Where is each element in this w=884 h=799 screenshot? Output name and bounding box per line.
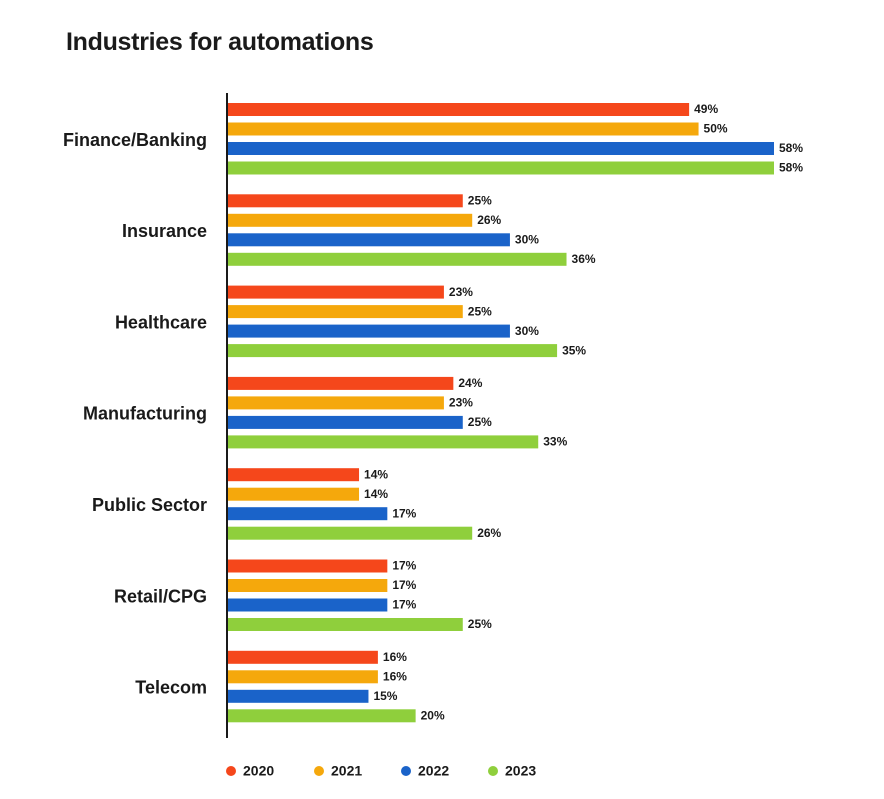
data-label: 25% — [468, 415, 492, 429]
data-label: 26% — [477, 213, 501, 227]
data-label: 17% — [392, 506, 416, 520]
legend-label: 2022 — [418, 763, 449, 779]
category-label: Healthcare — [115, 312, 207, 332]
data-label: 49% — [694, 102, 718, 116]
bar-2020 — [227, 285, 444, 299]
data-label: 17% — [392, 578, 416, 592]
data-label: 25% — [468, 193, 492, 207]
bar-2020 — [227, 468, 360, 482]
bar-2020 — [227, 559, 388, 573]
bar-2022 — [227, 233, 510, 247]
bars-group: 49% 50% 58% 58% 25% 26% 30% 36% 23% 25% 30% 35% 24% 2… — [227, 102, 803, 722]
bar-2023 — [227, 618, 463, 631]
data-label: 23% — [449, 396, 473, 410]
data-label: 17% — [392, 598, 416, 612]
bar-2023 — [227, 252, 567, 266]
data-label: 50% — [704, 122, 728, 136]
bar-2020 — [227, 650, 378, 664]
bar-2021 — [227, 579, 388, 592]
data-label: 25% — [468, 617, 492, 631]
bar-2021 — [227, 670, 378, 684]
legend-marker-2022 — [401, 766, 411, 776]
legend-label: 2020 — [243, 763, 274, 779]
data-label: 20% — [421, 708, 445, 722]
data-label: 25% — [468, 304, 492, 318]
category-labels: Finance/Banking Insurance Healthcare Manufa… — [63, 130, 207, 698]
bar-2022 — [227, 324, 510, 338]
legend-label: 2023 — [505, 763, 536, 779]
bar-2023 — [227, 709, 416, 723]
category-label: Telecom — [135, 678, 207, 698]
bar-2022 — [227, 415, 463, 429]
data-label: 58% — [779, 161, 803, 175]
data-label: 30% — [515, 232, 539, 246]
data-label: 30% — [515, 324, 539, 338]
bar-2023 — [227, 435, 539, 449]
data-label: 15% — [373, 689, 397, 703]
bar-2020 — [227, 376, 454, 390]
data-label: 14% — [364, 467, 388, 481]
bar-2021 — [227, 396, 444, 410]
category-label: Retail/CPG — [114, 586, 207, 606]
category-label: Finance/Banking — [63, 130, 207, 150]
data-label: 24% — [458, 376, 482, 390]
data-label: 17% — [392, 559, 416, 573]
bar-2022 — [227, 598, 388, 612]
bar-2021 — [227, 213, 473, 227]
bar-2022 — [227, 142, 774, 155]
legend-marker-2020 — [226, 766, 236, 776]
data-label: 16% — [383, 669, 407, 683]
bar-2023 — [227, 344, 558, 358]
data-label: 35% — [562, 343, 586, 357]
data-label: 58% — [779, 141, 803, 155]
bar-2020 — [227, 194, 463, 208]
bar-2021 — [227, 305, 463, 319]
category-label: Insurance — [122, 221, 207, 241]
data-label: 16% — [383, 650, 407, 664]
bar-2023 — [227, 526, 473, 540]
bar-2021 — [227, 487, 360, 501]
category-label: Public Sector — [92, 495, 207, 515]
category-label: Manufacturing — [83, 404, 207, 424]
data-label: 26% — [477, 526, 501, 540]
data-label: 36% — [572, 252, 596, 266]
data-label: 14% — [364, 487, 388, 501]
bar-2023 — [227, 161, 774, 175]
data-label: 23% — [449, 285, 473, 299]
legend-marker-2021 — [314, 766, 324, 776]
legend-label: 2021 — [331, 763, 362, 779]
bar-2022 — [227, 507, 388, 521]
data-label: 33% — [543, 435, 567, 449]
bar-2021 — [227, 122, 699, 136]
bar-2020 — [227, 103, 690, 116]
bar-2022 — [227, 689, 369, 703]
legend: 2020 2021 2022 2023 — [226, 763, 536, 779]
legend-marker-2023 — [488, 766, 498, 776]
chart-title: Industries for automations — [66, 28, 374, 56]
